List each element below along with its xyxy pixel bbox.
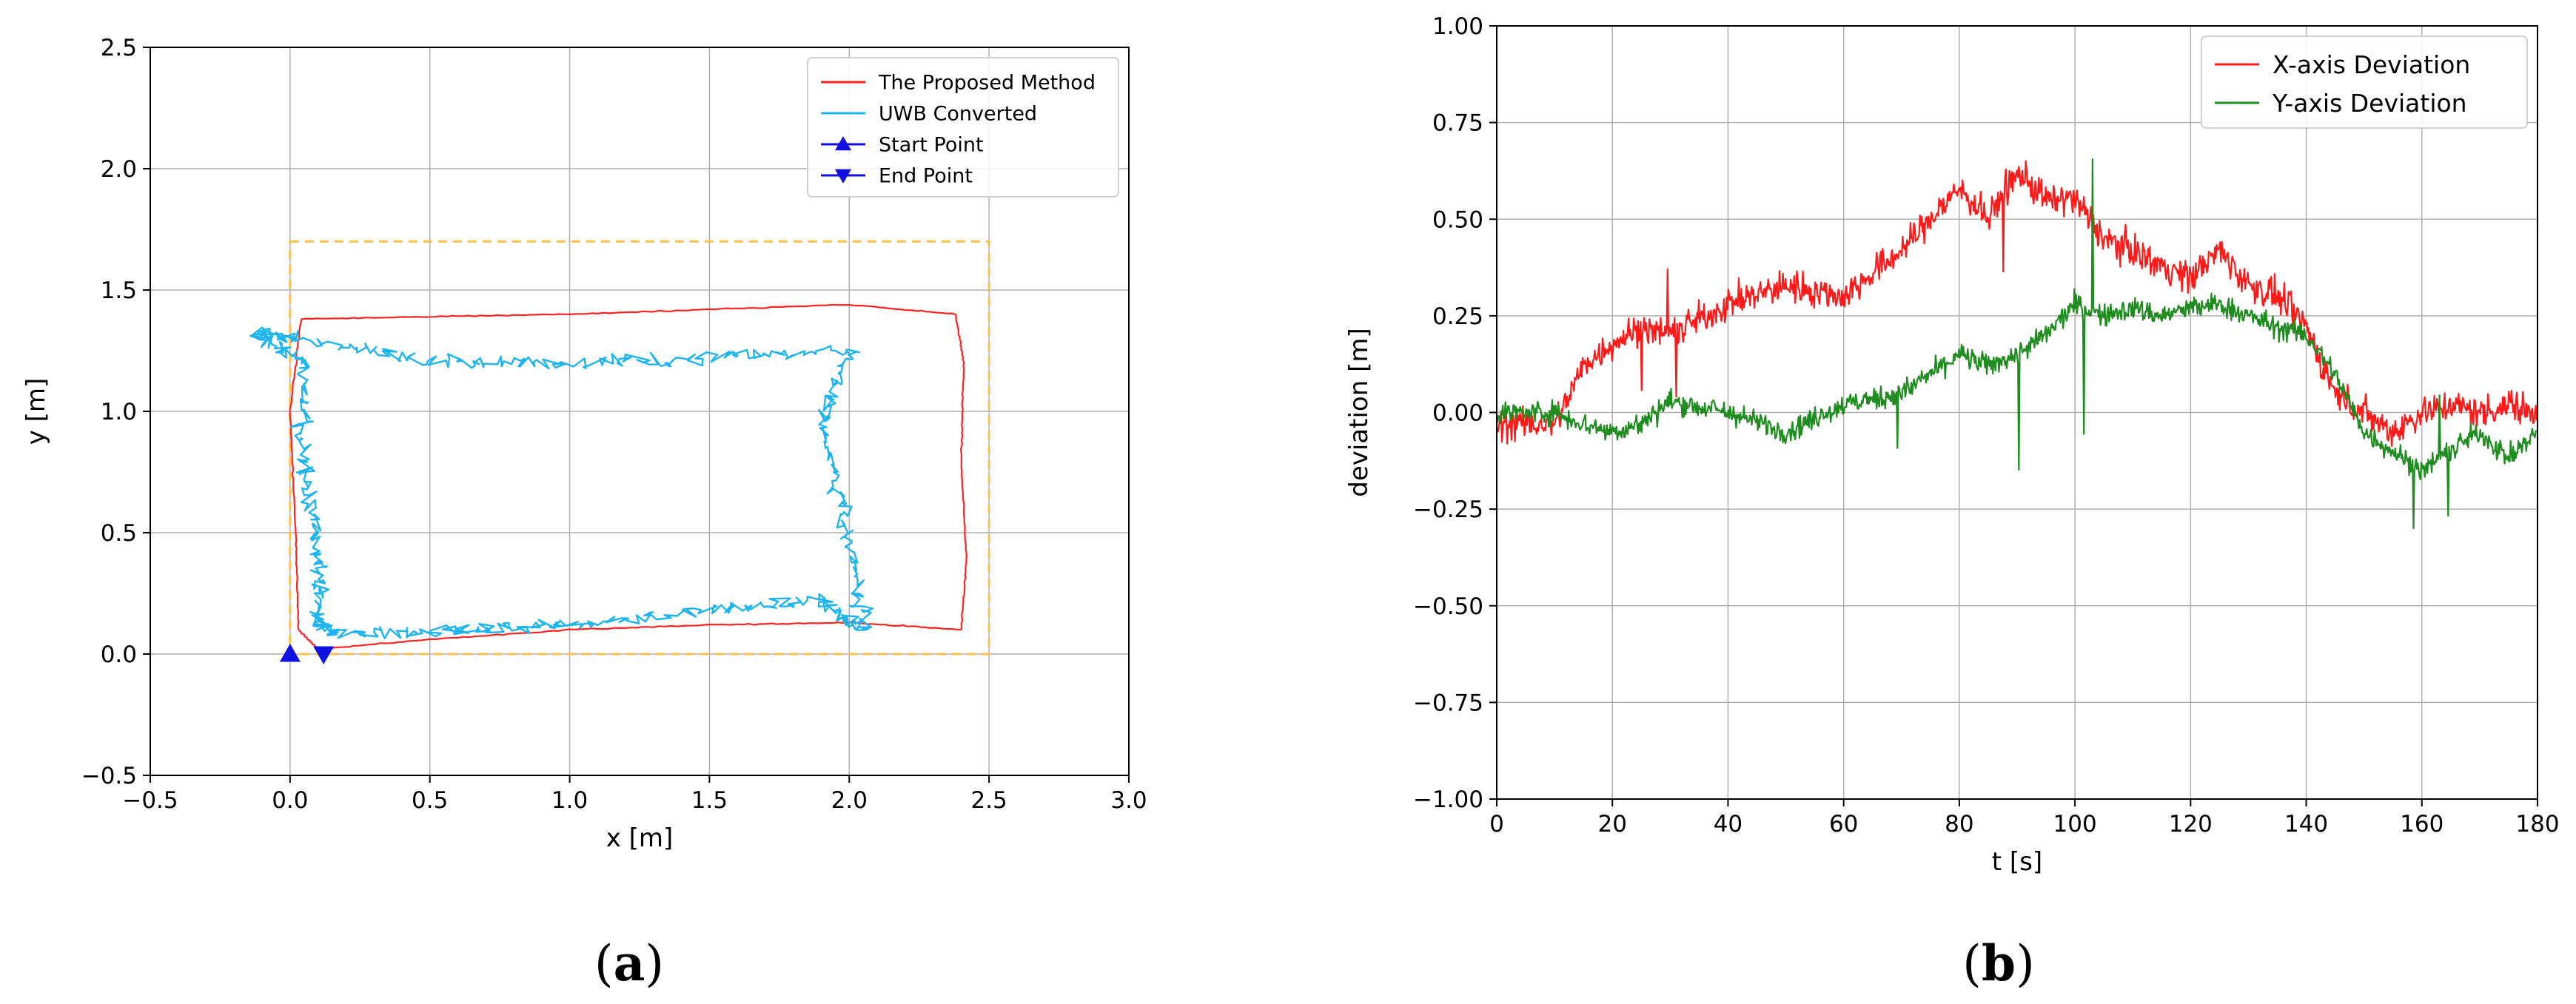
- x-tick-label: 2.0: [831, 787, 868, 814]
- chart-a: −0.5 0.0 0.5 1.0 1.5 2.0 2.5 3.0 −0.5 0.0 0.5 1.0 1.…: [21, 35, 1147, 853]
- y-tick-label: 0.75: [1432, 110, 1483, 137]
- legend-box: [2201, 36, 2528, 129]
- legend-label: Start Point: [879, 134, 984, 157]
- y-tick-label: 1.00: [1432, 13, 1483, 40]
- legend: X-axis Deviation Y-axis Deviation: [2201, 36, 2528, 129]
- series-the-proposed-method-line: [289, 303, 967, 650]
- y-axis-label: deviation [m]: [1344, 328, 1374, 497]
- plot-area: [249, 303, 967, 664]
- panel-label-b: (b): [1962, 934, 2035, 992]
- series-end-point-marker: [313, 646, 335, 664]
- y-tick-label: 2.5: [101, 35, 137, 61]
- legend-marker: [835, 169, 851, 183]
- x-tick-label: 140: [2284, 811, 2328, 838]
- legend: The Proposed Method UWB Converted Start Po…: [807, 57, 1119, 198]
- chart-b: 0 20 40 60 80 100 120 140 160 180 −1.00 −0.75 −0.50 −…: [1344, 13, 2560, 877]
- legend-box: [807, 57, 1119, 198]
- panel-label-a: (a): [594, 934, 664, 992]
- x-tick-label: 120: [2169, 811, 2213, 838]
- legend-label: End Point: [879, 165, 973, 188]
- legend-label: UWB Converted: [879, 103, 1037, 126]
- x-tick-label: 0.5: [412, 787, 448, 814]
- x-tick-label: 40: [1714, 811, 1743, 838]
- x-tick-label: 1.5: [691, 787, 728, 814]
- series-x-axis-deviation-line: [1495, 160, 2538, 448]
- y-tick-label: 2.0: [101, 156, 137, 183]
- y-tick-label: −0.75: [1413, 690, 1483, 716]
- y-tick-label: 0.0: [101, 641, 137, 668]
- x-tick-label: 0: [1489, 811, 1504, 838]
- y-tick-label: −0.50: [1413, 593, 1483, 620]
- legend-label: Y-axis Deviation: [2272, 89, 2467, 118]
- legend-label: The Proposed Method: [878, 72, 1096, 95]
- x-tick-label: 180: [2515, 811, 2559, 838]
- x-tick-label: 2.5: [970, 787, 1007, 814]
- x-tick-label: 100: [2053, 811, 2097, 838]
- y-tick-label: 0.00: [1432, 400, 1483, 427]
- x-tick-label: 20: [1597, 811, 1626, 838]
- y-tick-label: 0.5: [101, 520, 137, 547]
- x-tick-label: 3.0: [1110, 787, 1147, 814]
- y-tick-label: −0.5: [81, 763, 137, 789]
- y-tick-label: 1.5: [101, 277, 137, 304]
- y-tick-label: 0.25: [1432, 303, 1483, 330]
- x-tick-label: 160: [2400, 811, 2443, 838]
- x-axis-label: t [s]: [1992, 847, 2042, 877]
- x-tick-label: −0.5: [122, 787, 178, 814]
- legend-marker: [835, 136, 851, 151]
- series-y-axis-deviation-line: [1495, 158, 2538, 530]
- x-tick-label: 1.0: [551, 787, 588, 814]
- x-tick-label: 0.0: [272, 787, 308, 814]
- legend-label: X-axis Deviation: [2273, 50, 2470, 79]
- y-tick-label: 1.0: [101, 399, 137, 425]
- x-tick-label: 60: [1829, 811, 1858, 838]
- reference-rectangle: [289, 240, 990, 656]
- series-uwb-converted-line: [249, 326, 874, 640]
- y-tick-label: 0.50: [1432, 206, 1483, 233]
- y-tick-label: −0.25: [1413, 496, 1483, 523]
- x-axis-label: x [m]: [606, 823, 674, 853]
- x-tick-label: 80: [1945, 811, 1973, 838]
- y-axis-label: y [m]: [21, 378, 51, 445]
- grid: [1496, 25, 2538, 800]
- plot-area: [1495, 158, 2538, 530]
- y-tick-label: −1.00: [1413, 786, 1483, 813]
- series-start-point-marker: [279, 644, 301, 662]
